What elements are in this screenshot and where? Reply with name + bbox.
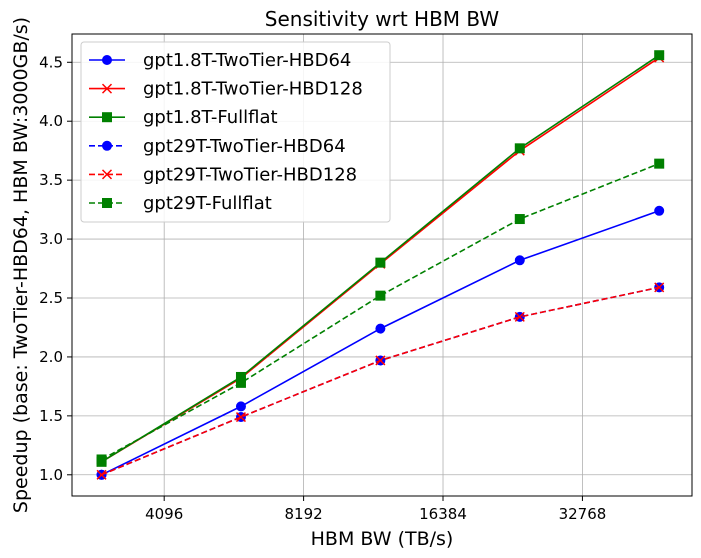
series-5	[96, 282, 665, 480]
y-tick-label: 2.5	[39, 289, 63, 307]
x-tick-label: 8192	[285, 505, 323, 523]
y-tick-label: 4.0	[39, 112, 63, 130]
legend-marker-x	[101, 83, 113, 94]
y-tick-label: 1.0	[39, 466, 63, 484]
legend-marker-square	[102, 112, 112, 123]
legend-box	[80, 41, 391, 223]
data-point-x	[96, 469, 107, 480]
data-point-x	[375, 355, 386, 366]
legend-label: gpt1.8T-Fullflat	[143, 107, 278, 128]
legend-label: gpt29T-TwoTier-HBD64	[143, 136, 346, 157]
data-point-square	[514, 214, 525, 225]
y-tick-label: 2.0	[39, 348, 63, 366]
data-point-x	[235, 412, 247, 423]
series-6	[96, 158, 665, 465]
legend-marker-x	[101, 169, 113, 180]
legend-item: gpt29T-TwoTier-HBD128	[89, 164, 357, 185]
y-tick-label: 4.5	[39, 53, 63, 71]
x-axis-ticks: 4096 8192 16384 32768	[145, 496, 606, 523]
legend-item: gpt1.8T-TwoTier-HBD128	[89, 79, 363, 100]
data-point-circle	[514, 255, 525, 266]
data-point-circle	[235, 401, 246, 412]
data-point-square	[514, 143, 525, 154]
legend-marker-circle	[102, 55, 112, 65]
legend-label: gpt29T-TwoTier-HBD128	[143, 164, 357, 185]
x-tick-label: 4096	[145, 505, 183, 523]
data-point-square	[375, 257, 386, 268]
chart-title: Sensitivity wrt HBM BW	[265, 7, 500, 31]
x-axis-label: HBM BW (TB/s)	[311, 528, 454, 550]
legend-item: gpt29T-TwoTier-HBD64	[89, 136, 346, 157]
y-tick-label: 3.5	[39, 171, 63, 189]
data-point-x	[514, 311, 525, 322]
x-tick-label: 16384	[419, 505, 467, 523]
y-axis-ticks: 1.0 1.5 2.0 2.5 3.0 3.5 4.0 4.5	[39, 53, 72, 484]
legend-item: gpt1.8T-Fullflat	[89, 107, 278, 128]
legend: gpt1.8T-TwoTier-HBD64 gpt1.8T-TwoTier-HBD…	[80, 41, 391, 223]
data-point-square	[654, 50, 665, 61]
legend-item: gpt29T-Fullflat	[89, 193, 272, 214]
y-tick-label: 1.5	[39, 407, 63, 425]
data-point-x	[654, 282, 665, 293]
x-tick-label: 32768	[559, 505, 607, 523]
legend-item: gpt1.8T-TwoTier-HBD64	[89, 50, 351, 71]
data-point-square	[96, 454, 107, 465]
plot-frame	[71, 33, 693, 497]
legend-label: gpt29T-Fullflat	[143, 193, 272, 214]
legend-marker-circle	[102, 140, 112, 151]
y-axis-label: Speedup (base: TwoTier-HBD64, HBM BW:300…	[10, 17, 32, 513]
legend-marker-square	[102, 198, 112, 208]
data-point-circle	[375, 323, 386, 334]
data-point-circle	[654, 205, 665, 216]
legend-label: gpt1.8T-TwoTier-HBD128	[143, 79, 363, 100]
legend-label: gpt1.8T-TwoTier-HBD64	[143, 50, 351, 71]
data-point-square	[654, 158, 665, 169]
data-point-square	[235, 377, 246, 388]
series-lines	[96, 50, 665, 480]
series-line	[101, 162, 660, 461]
y-tick-label: 3.0	[39, 230, 63, 248]
data-point-square	[375, 290, 386, 301]
